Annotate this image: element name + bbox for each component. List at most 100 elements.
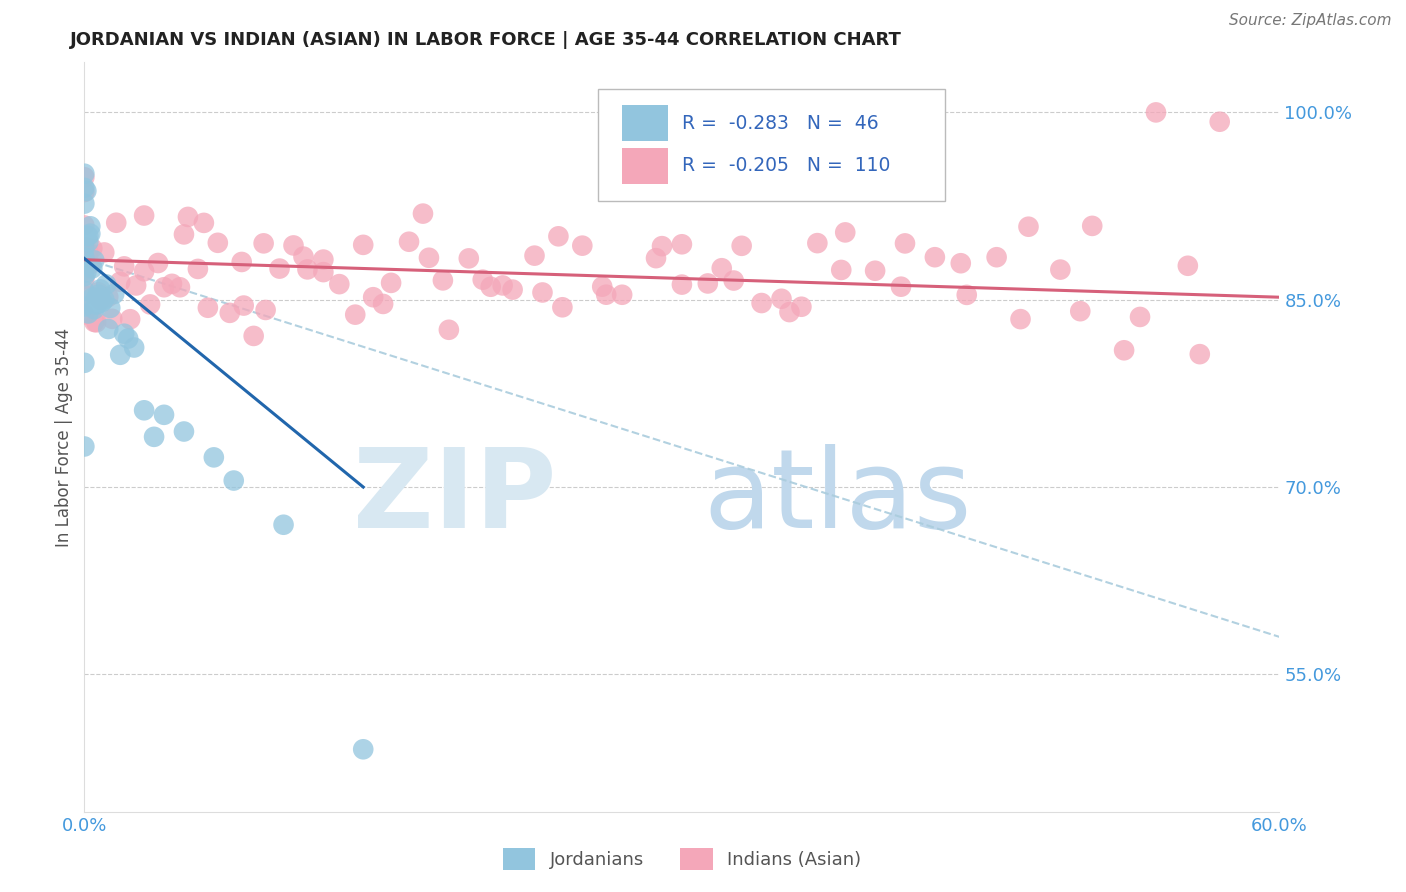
Point [187, 261, 209, 276]
Point [73, 288, 96, 302]
Point [75, 184, 97, 198]
Point [73, 250, 96, 264]
Point [986, 250, 1008, 264]
Point [101, 311, 124, 326]
Point [595, 287, 617, 301]
Point [79, 257, 101, 271]
Point [75, 265, 97, 279]
Point [1010, 312, 1032, 326]
Point [352, 238, 374, 252]
Point [471, 273, 494, 287]
Point [437, 323, 460, 337]
Point [591, 279, 613, 293]
Point [380, 276, 402, 290]
Point [96, 277, 118, 292]
Point [143, 430, 166, 444]
Point [73, 269, 96, 284]
Text: R =  -0.205   N =  110: R = -0.205 N = 110 [682, 156, 890, 176]
Point [1144, 105, 1167, 120]
Point [1018, 219, 1040, 234]
Point [173, 425, 195, 439]
Y-axis label: In Labor Force | Age 35-44: In Labor Force | Age 35-44 [55, 327, 73, 547]
Point [1188, 347, 1211, 361]
Point [112, 326, 135, 341]
Point [770, 292, 793, 306]
Point [132, 209, 156, 223]
Point [79, 219, 101, 234]
Point [523, 249, 546, 263]
Point [125, 278, 148, 293]
Point [412, 206, 434, 220]
Point [73, 256, 96, 270]
Point [93, 293, 115, 307]
Point [231, 255, 253, 269]
Point [671, 237, 693, 252]
Point [696, 277, 718, 291]
Point [91, 294, 114, 309]
Point [173, 227, 195, 242]
Point [83, 253, 105, 268]
Point [86, 291, 108, 305]
Point [87, 285, 110, 300]
Point [169, 280, 191, 294]
Point [146, 256, 169, 270]
Point [82, 242, 104, 256]
Text: JORDANIAN VS INDIAN (ASIAN) IN LABOR FORCE | AGE 35-44 CORRELATION CHART: JORDANIAN VS INDIAN (ASIAN) IN LABOR FOR… [70, 31, 903, 49]
Point [73, 240, 96, 254]
Point [1114, 343, 1136, 358]
Point [894, 236, 917, 251]
Point [77, 229, 100, 244]
Point [160, 277, 183, 291]
Point [153, 408, 176, 422]
Point [232, 299, 254, 313]
Point [117, 332, 139, 346]
Point [1069, 304, 1091, 318]
Point [197, 301, 219, 315]
Point [254, 302, 277, 317]
Point [89, 282, 111, 296]
Point [547, 229, 569, 244]
Point [834, 226, 856, 240]
Point [671, 277, 693, 292]
Point [105, 216, 128, 230]
Point [73, 272, 96, 286]
Point [73, 241, 96, 255]
Point [93, 245, 115, 260]
Point [344, 308, 367, 322]
Point [890, 279, 912, 293]
Point [73, 181, 96, 195]
Point [312, 252, 335, 267]
Point [83, 315, 105, 329]
Point [73, 196, 96, 211]
Point [479, 279, 502, 293]
Point [98, 301, 121, 315]
Point [492, 278, 515, 293]
Point [1049, 262, 1071, 277]
Point [292, 250, 315, 264]
Point [97, 290, 120, 304]
Point [87, 296, 110, 310]
Point [139, 297, 162, 311]
Point [571, 238, 593, 252]
Point [1177, 259, 1199, 273]
Point [77, 244, 100, 259]
Point [153, 280, 176, 294]
Point [924, 250, 946, 264]
Point [398, 235, 420, 249]
FancyBboxPatch shape [599, 88, 945, 201]
Point [222, 474, 245, 488]
Point [457, 252, 479, 266]
Point [551, 300, 574, 314]
Text: ZIP: ZIP [353, 443, 557, 550]
Point [710, 261, 733, 276]
Point [86, 315, 108, 329]
Point [73, 185, 96, 199]
Point [112, 260, 135, 274]
Point [110, 348, 132, 362]
Text: Source: ZipAtlas.com: Source: ZipAtlas.com [1229, 13, 1392, 29]
Point [1129, 310, 1152, 324]
Point [283, 238, 305, 252]
Point [77, 235, 100, 249]
Point [432, 273, 454, 287]
Bar [623, 148, 668, 184]
